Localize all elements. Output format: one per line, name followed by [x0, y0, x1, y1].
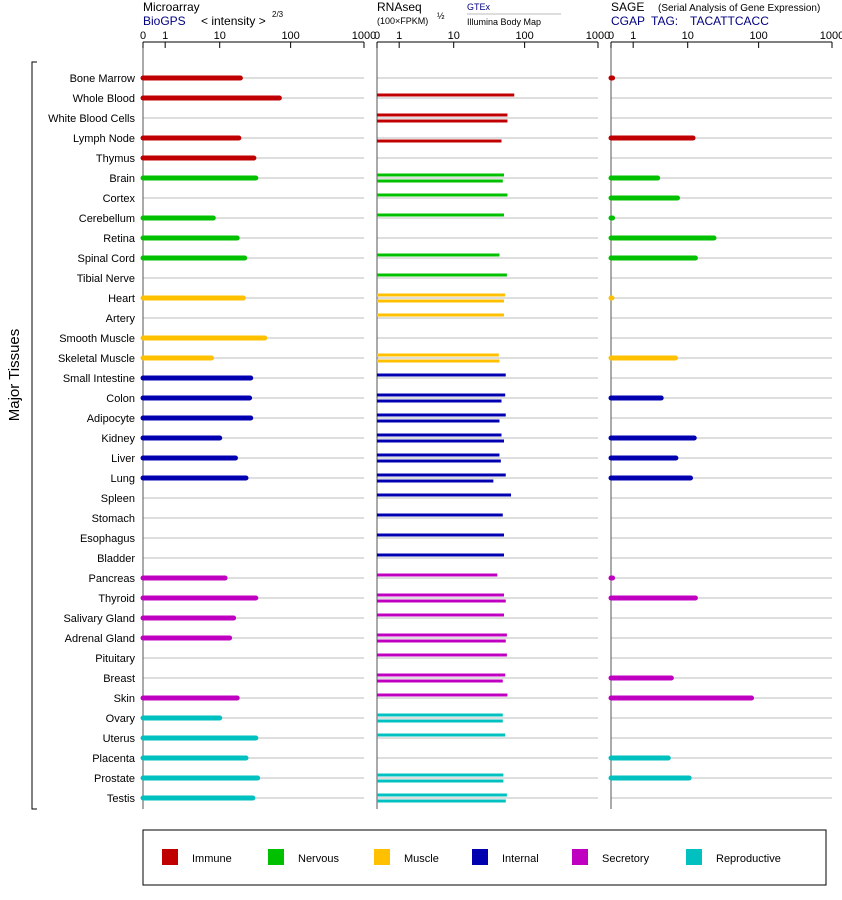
tissue-label: Retina — [103, 233, 136, 245]
rnaseq-axis-tick-label: 0 — [374, 30, 380, 42]
legend-swatch-muscle — [374, 849, 390, 865]
rnaseq-axis-tick-label: 1000 — [586, 30, 610, 42]
tissue-label: Uterus — [103, 733, 136, 745]
tissue-label: Salivary Gland — [63, 613, 135, 625]
tissue-label: Ovary — [106, 713, 136, 725]
legend-label-internal: Internal — [502, 853, 539, 865]
tissue-label: Adipocyte — [87, 413, 135, 425]
y-axis-title: Major Tissues — [6, 329, 23, 422]
legend-swatch-reproductive — [686, 849, 702, 865]
tissue-label: Cerebellum — [79, 213, 135, 225]
tissue-label: Breast — [103, 673, 135, 685]
tissue-label: Bladder — [97, 553, 135, 565]
tissue-label: White Blood Cells — [48, 113, 135, 125]
tissue-label: Skin — [114, 693, 135, 705]
sage-axis-tick-label: 1000 — [820, 30, 842, 42]
tissue-label: Brain — [109, 173, 135, 185]
sage-source: CGAP — [611, 14, 645, 28]
tissue-label: Spinal Cord — [78, 253, 135, 265]
sage-title: SAGE — [611, 0, 644, 14]
tissue-label: Testis — [107, 793, 136, 805]
tissue-labels: Bone Marrow Whole Blood White Blood Cells L… — [31, 61, 136, 810]
sage-axis-tick-label: 1 — [630, 30, 636, 42]
microarray-axis-tick-label: 1000 — [352, 30, 376, 42]
legend-swatch-internal — [472, 849, 488, 865]
microarray-unit-exponent: 2/3 — [272, 10, 284, 19]
sage-tag-sequence: TACATTCACC — [690, 14, 769, 28]
tissue-label: Colon — [106, 393, 135, 405]
tissue-label: Heart — [108, 293, 135, 305]
tissue-label: Kidney — [101, 433, 135, 445]
rnaseq-source-gtex: GTEx — [467, 2, 491, 12]
microarray-title: Microarray — [143, 0, 200, 14]
legend-swatch-nervous — [268, 849, 284, 865]
tissue-label: Pancreas — [89, 573, 136, 585]
sage-axis-tick-label: 10 — [682, 30, 694, 42]
tissue-label: Artery — [106, 313, 136, 325]
tissue-label: Smooth Muscle — [59, 333, 135, 345]
tissue-label: Liver — [111, 453, 135, 465]
rnaseq-unit-exponent: ½ — [437, 11, 445, 21]
tissue-label: Cortex — [103, 193, 136, 205]
tissue-label: Spleen — [101, 493, 135, 505]
tissue-label: Adrenal Gland — [65, 633, 135, 645]
microarray-axis-tick-label: 100 — [281, 30, 299, 42]
expression-bars — [140, 75, 755, 803]
legend-label-muscle: Muscle — [404, 853, 439, 865]
rnaseq-unit: (100×FPKM) — [377, 16, 428, 26]
sage-axis-tick-label: 100 — [749, 30, 767, 42]
rnaseq-source-ibm: Illumina Body Map — [467, 17, 541, 27]
tissue-label: Tibial Nerve — [77, 273, 135, 285]
tissue-label: Pituitary — [95, 653, 135, 665]
sage-tag-label: TAG: — [651, 14, 678, 28]
panel-headers: Microarray BioGPS < intensity > 2/3 RNAs… — [6, 0, 820, 421]
legend-label-immune: Immune — [192, 853, 232, 865]
microarray-axis-tick-label: 1 — [162, 30, 168, 42]
y-axis-bracket — [31, 61, 37, 810]
legend-label-secretory: Secretory — [602, 853, 650, 865]
tissue-label: Thyroid — [98, 593, 135, 605]
row-gridlines — [143, 77, 832, 799]
sage-subtitle: (Serial Analysis of Gene Expression) — [658, 3, 820, 14]
microarray-axis-tick-label: 10 — [214, 30, 226, 42]
tissue-label: Placenta — [92, 753, 136, 765]
legend: Immune Nervous Muscle Internal Secretory Repr… — [142, 829, 827, 886]
legend-swatch-immune — [162, 849, 178, 865]
microarray-axis-tick-label: 0 — [140, 30, 146, 42]
rnaseq-title: RNAseq — [377, 0, 422, 14]
tissue-label: Skeletal Muscle — [58, 353, 135, 365]
tissue-label: Prostate — [94, 773, 135, 785]
tissue-label: Esophagus — [80, 533, 136, 545]
tissue-label: Small Intestine — [63, 373, 135, 385]
legend-swatch-secretory — [572, 849, 588, 865]
tissue-label: Bone Marrow — [70, 73, 135, 85]
tissue-label: Stomach — [92, 513, 135, 525]
rnaseq-axis-tick-label: 10 — [448, 30, 460, 42]
tissue-label: Lung — [111, 473, 135, 485]
rnaseq-axis-tick-label: 100 — [515, 30, 533, 42]
legend-label-nervous: Nervous — [298, 853, 339, 865]
tissue-label: Lymph Node — [73, 133, 135, 145]
sage-axis-tick-label: 0 — [608, 30, 614, 42]
microarray-source: BioGPS — [143, 14, 186, 28]
rnaseq-axis-tick-label: 1 — [396, 30, 402, 42]
legend-label-reproductive: Reproductive — [716, 853, 781, 865]
tissue-label: Whole Blood — [73, 93, 135, 105]
tissue-label: Thymus — [96, 153, 136, 165]
microarray-unit: < intensity > — [201, 14, 266, 28]
